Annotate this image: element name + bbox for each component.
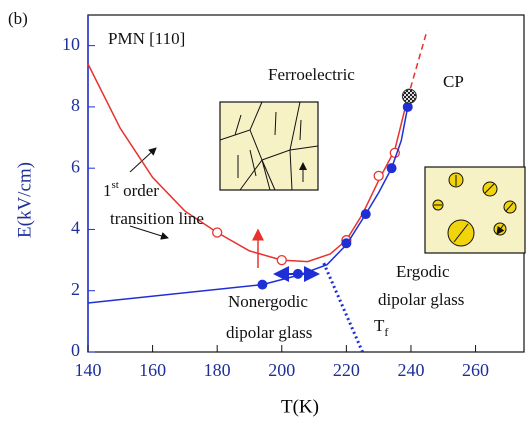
x-tick-label: 240: [397, 360, 424, 380]
ferroelectric-inset: [220, 102, 318, 190]
annotation: dipolar glass: [378, 290, 464, 309]
annotation-text: PMN [110]: [108, 29, 185, 48]
annotation: Nonergodic: [228, 292, 308, 311]
annotation-sup: st: [112, 179, 119, 191]
x-axis-title: T(K): [281, 396, 319, 417]
y-axis-title: E(kV/cm): [14, 162, 35, 238]
data-point: [213, 228, 222, 237]
series-line: [324, 263, 363, 352]
y-tick-label: 2: [71, 279, 80, 299]
data-point: [374, 171, 383, 180]
panel-label: (b): [8, 9, 28, 28]
annotation: PMN [110]: [108, 29, 185, 48]
annotation: 1st order: [103, 179, 159, 200]
annotation-text: dipolar glass: [226, 323, 312, 342]
annotation-text: T: [374, 316, 385, 335]
annotation: Ergodic: [396, 262, 450, 281]
y-tick-label: 10: [62, 34, 80, 54]
annotation: dipolar glass: [226, 323, 312, 342]
annotation: CP: [443, 72, 464, 91]
annotation-text: Ergodic: [396, 262, 450, 281]
annotation: transition line: [110, 209, 204, 228]
x-tick-label: 160: [139, 360, 166, 380]
page: {"chart_data": {"type": "line", "panel_l…: [0, 0, 531, 421]
annotation-tail: order: [119, 181, 159, 200]
annotation-text: dipolar glass: [378, 290, 464, 309]
x-tick-label: 220: [333, 360, 360, 380]
data-point: [387, 163, 397, 173]
y-tick-label: 0: [71, 340, 80, 360]
ergodic-inset: [425, 167, 525, 253]
x-tick-label: 140: [75, 360, 102, 380]
series-line: [408, 30, 427, 97]
data-point: [293, 269, 303, 279]
y-tick-label: 8: [71, 95, 80, 115]
data-point: [257, 280, 267, 290]
data-point: [341, 238, 351, 248]
annotation-text: CP: [443, 72, 464, 91]
x-tick-label: 180: [204, 360, 231, 380]
annotation-text: Nonergodic: [228, 292, 308, 311]
chart: (b) T(K) E(kV/cm) 140 160 180 200 220 240 260 0…: [0, 0, 531, 421]
annotation-text: Ferroelectric: [268, 65, 355, 84]
x-tick-label: 200: [268, 360, 295, 380]
x-tick-label: 260: [462, 360, 489, 380]
annotation-sub: f: [384, 325, 388, 339]
annotation: Ferroelectric: [268, 65, 355, 84]
annotation-text: 1: [103, 181, 112, 200]
annotation: Tf: [374, 316, 388, 339]
annotation-text: transition line: [110, 209, 204, 228]
data-point: [277, 256, 286, 265]
y-tick-label: 6: [71, 156, 80, 176]
data-point: [361, 209, 371, 219]
data-point: [402, 89, 416, 103]
y-tick-label: 4: [71, 218, 80, 238]
